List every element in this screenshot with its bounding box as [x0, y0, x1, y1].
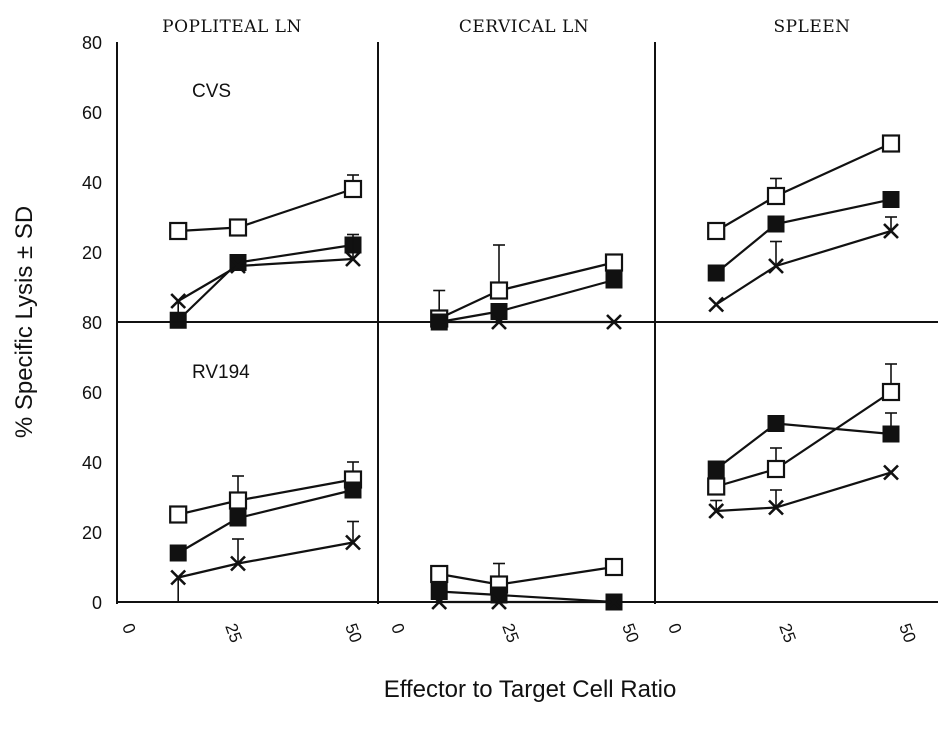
series-line-filled-square [439, 590, 615, 604]
point-filled-square [169, 544, 187, 562]
point-cross [708, 296, 725, 313]
point-open-square [169, 221, 188, 241]
point-filled-square [605, 271, 623, 289]
point-cross [883, 223, 899, 239]
point-open-square [604, 253, 624, 272]
y-tick-label: 80 [82, 313, 102, 333]
point-cross [230, 555, 246, 572]
x-axis-title: Effector to Target Cell Ratio [384, 676, 677, 703]
column-title-popliteal: POPLITEAL LN [162, 17, 302, 37]
point-cross [768, 499, 784, 516]
point-open-square [707, 477, 726, 496]
point-filled-square [707, 264, 725, 282]
point-cross [345, 534, 361, 551]
column-title-spleen: SPLEEN [773, 17, 850, 37]
point-open-square [881, 134, 901, 153]
point-filled-square [344, 481, 362, 499]
point-open-square [881, 382, 901, 402]
point-cross [431, 594, 448, 610]
data-marks [169, 134, 901, 611]
series-line-open-square [715, 391, 892, 488]
y-tick-label: 40 [82, 173, 102, 193]
series-line-cross [177, 541, 354, 579]
x-tick-label: 25 [775, 621, 799, 645]
column-title-cervical: CERVICAL LN [459, 17, 589, 37]
panel-cervical-ln-rv194 [430, 557, 624, 611]
x-tick-labels: 0 25 50 0 25 50 0 25 50 [118, 621, 919, 645]
point-filled-square [767, 215, 785, 233]
point-cross [491, 314, 507, 330]
y-tick-label: 60 [82, 103, 102, 123]
y-tick-label: 40 [82, 453, 102, 473]
point-open-square [766, 186, 786, 206]
panel-spleen-cvs [707, 134, 901, 313]
point-filled-square [229, 509, 247, 527]
point-filled-square [707, 460, 725, 478]
point-open-square [604, 557, 624, 577]
x-tick-label: 0 [387, 621, 408, 636]
series-line-filled-square [715, 422, 892, 470]
series-line-filled-square [715, 198, 892, 274]
point-open-square [766, 459, 786, 479]
x-tick-label: 25 [221, 621, 245, 645]
row-label-rv194: RV194 [192, 362, 250, 383]
series-line-filled-square [439, 278, 615, 324]
point-filled-square [767, 415, 785, 432]
series-line-cross [715, 229, 892, 306]
point-cross [883, 464, 899, 481]
point-cross [431, 314, 448, 330]
y-tick-label: 0 [92, 593, 102, 613]
y-tick-label: 60 [82, 383, 102, 403]
x-tick-label: 0 [118, 621, 139, 636]
point-filled-square [430, 583, 448, 600]
point-cross [708, 503, 725, 519]
point-open-square [430, 564, 449, 584]
series-line-open-square [439, 565, 615, 586]
point-cross [606, 314, 622, 330]
point-open-square [228, 218, 248, 237]
y-tick-label: 20 [82, 523, 102, 543]
point-cross [170, 293, 187, 309]
point-cross [345, 251, 361, 267]
x-tick-label: 50 [341, 621, 365, 645]
y-tick-labels: 80 60 40 20 80 60 40 20 0 [82, 33, 102, 613]
y-tick-label: 80 [82, 33, 102, 53]
point-filled-square [490, 303, 508, 320]
series-line-filled-square [177, 243, 354, 322]
y-tick-label: 20 [82, 243, 102, 263]
point-open-square [707, 221, 726, 241]
x-tick-label: 0 [664, 621, 685, 636]
row-label-cvs: CVS [192, 81, 231, 102]
series-line-open-square [178, 187, 354, 233]
point-cross [606, 594, 622, 610]
panel-popliteal-ln-rv194 [169, 461, 363, 603]
panel-popliteal-ln-cvs [169, 174, 363, 329]
x-tick-label: 50 [618, 621, 642, 645]
panel-cervical-ln-cvs [430, 244, 624, 331]
series-line-filled-square [177, 488, 354, 554]
point-cross [230, 258, 246, 274]
point-cross [170, 569, 187, 586]
point-cross [768, 258, 784, 274]
x-tick-label: 25 [498, 621, 522, 645]
point-open-square [489, 281, 509, 300]
point-filled-square [882, 425, 900, 443]
point-open-square [343, 179, 363, 199]
point-open-square [228, 491, 248, 510]
series-line-open-square [438, 261, 615, 320]
panel-spleen-rv194 [707, 363, 901, 519]
point-cross [491, 594, 507, 610]
y-axis-title: % Specific Lysis ± SD [11, 206, 38, 438]
point-open-square [169, 505, 188, 524]
point-filled-square [882, 191, 900, 208]
x-tick-label: 50 [895, 621, 919, 645]
